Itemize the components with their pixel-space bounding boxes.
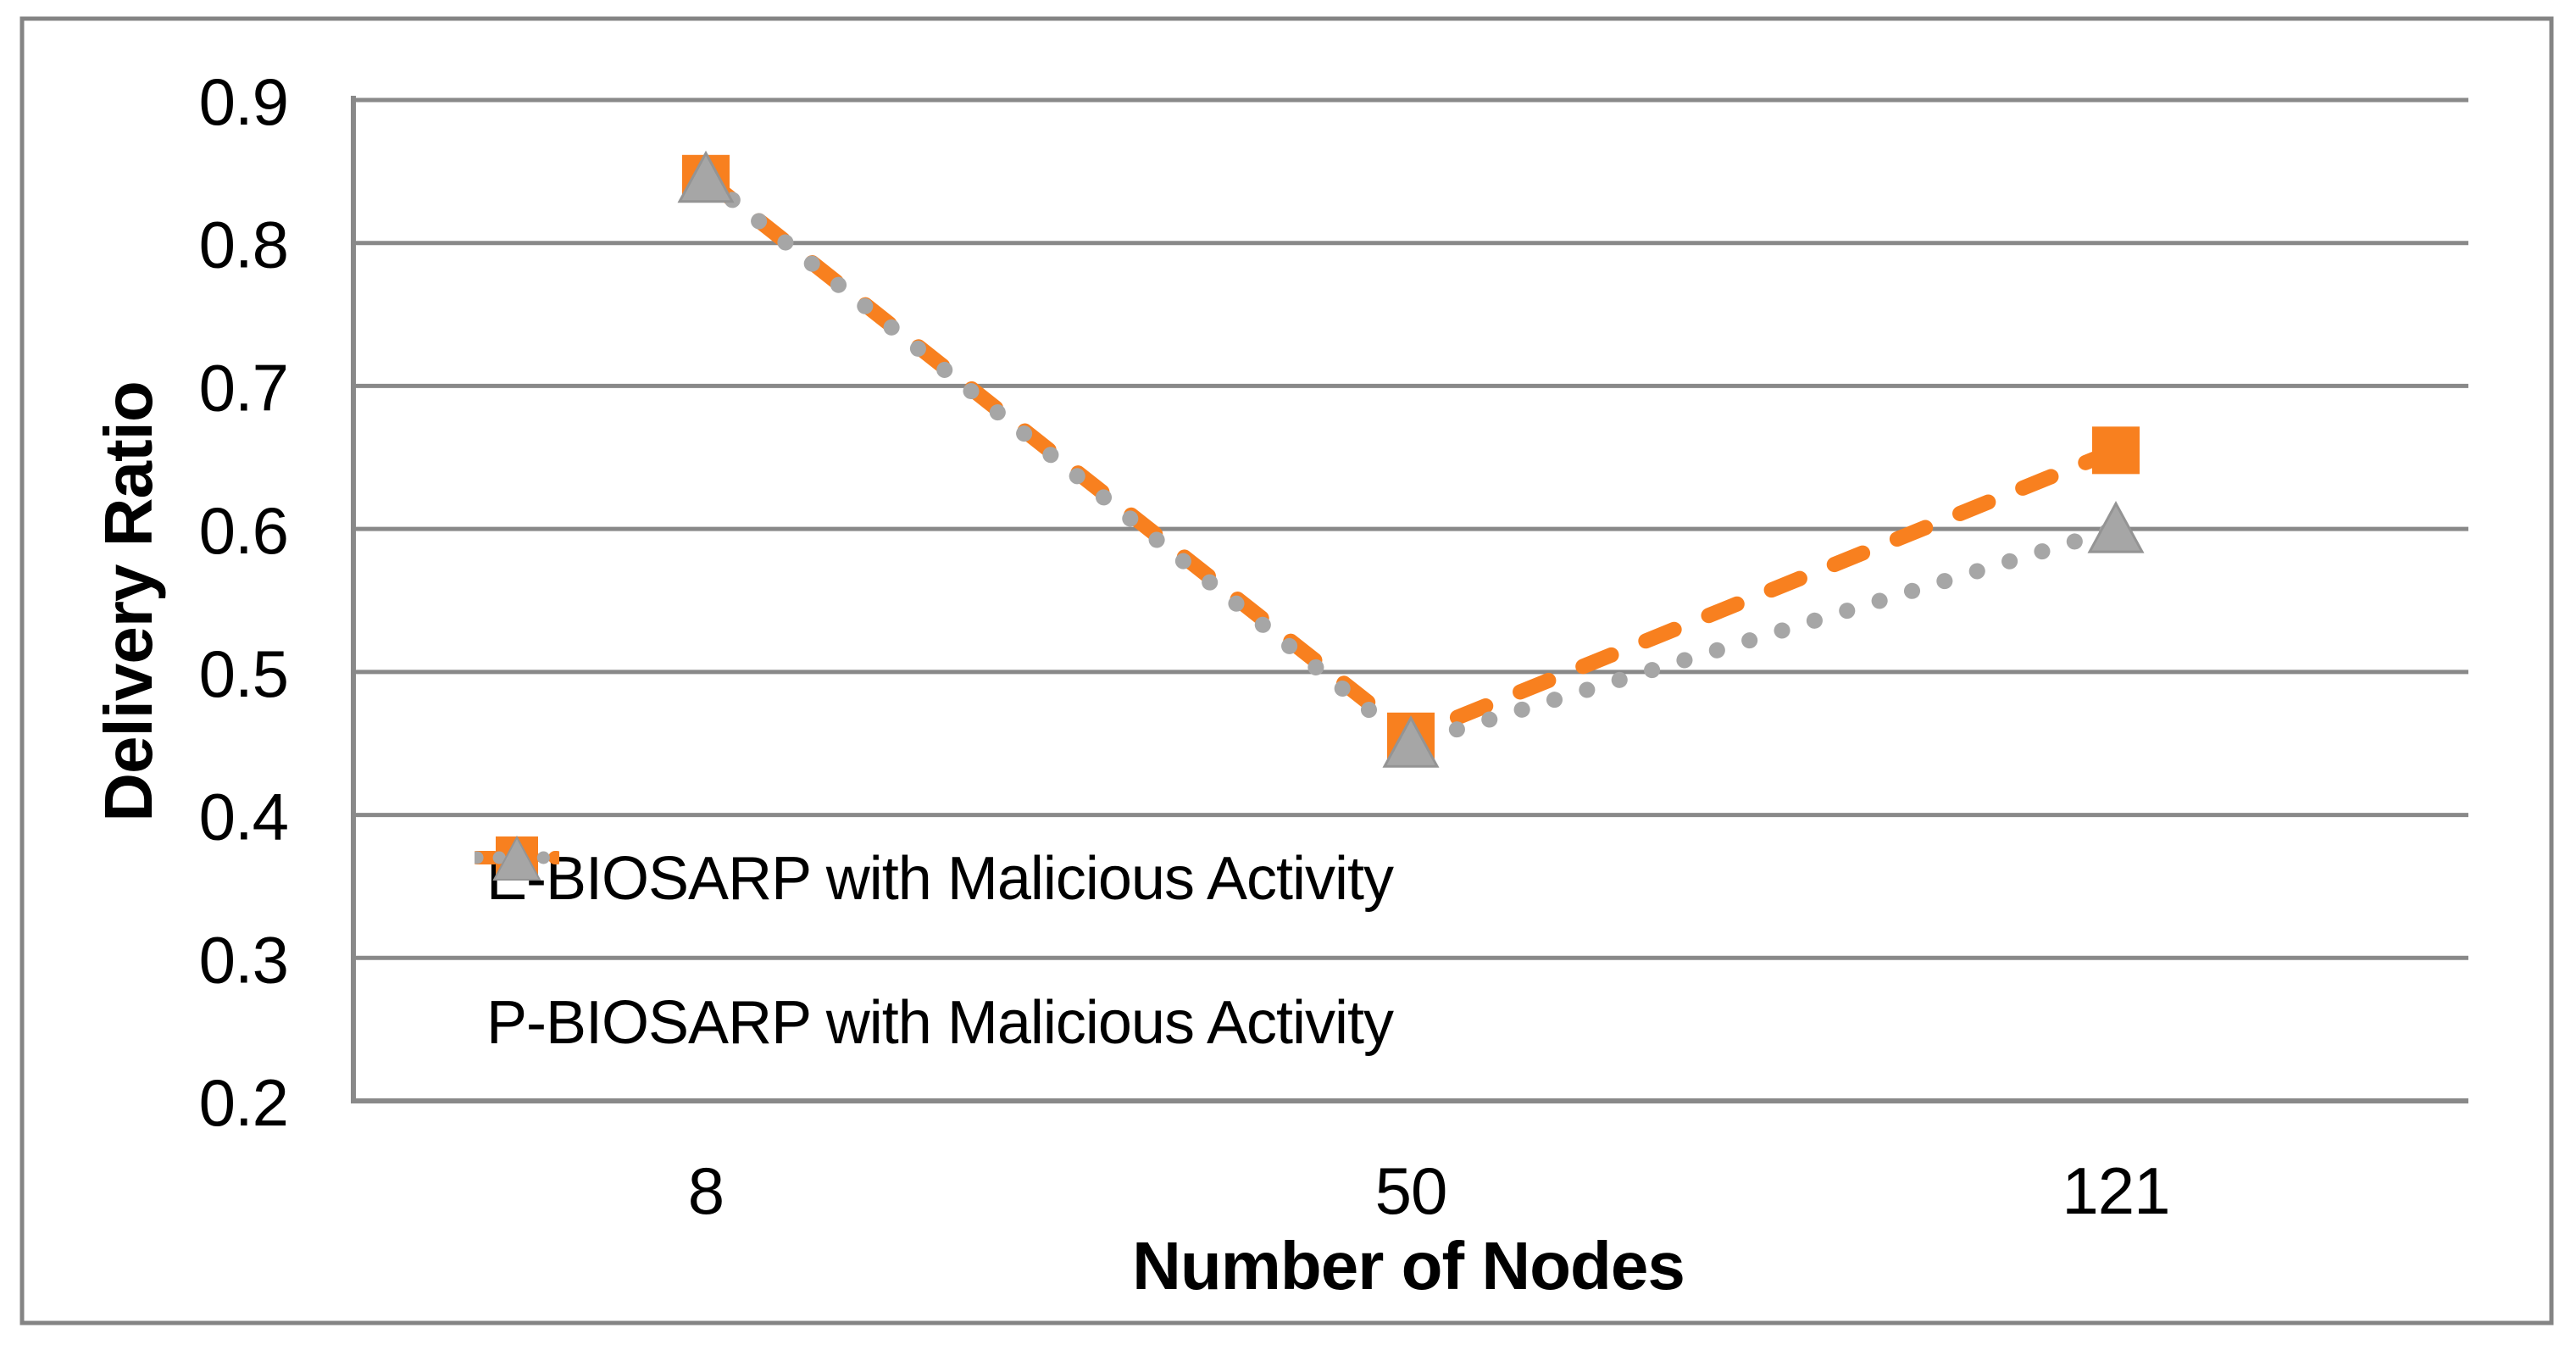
- y-tick-label: 0.4: [199, 780, 288, 854]
- legend-item-e-biosarp: E-BIOSARP with Malicious Activity: [475, 831, 1394, 927]
- legend: E-BIOSARP with Malicious Activity P-BIOS…: [475, 831, 1394, 1071]
- y-tick-label: 0.8: [199, 208, 288, 282]
- x-tick-label: 121: [2062, 1153, 2169, 1228]
- y-tick-label: 0.9: [199, 64, 288, 139]
- marker-square: [2092, 426, 2140, 475]
- x-tick-label: 8: [688, 1153, 724, 1228]
- series-line-p-biosarp: [697, 170, 2124, 752]
- y-tick-label: 0.2: [199, 1065, 288, 1140]
- legend-label-e-biosarp: E-BIOSARP with Malicious Activity: [486, 845, 1394, 913]
- marker-triangle: [1382, 715, 1440, 768]
- marker-triangle: [677, 150, 735, 203]
- x-tick-label: 50: [1375, 1153, 1447, 1228]
- figure-border: [19, 16, 2554, 1325]
- y-axis-title: Delivery Ratio: [91, 381, 166, 822]
- x-axis-title: Number of Nodes: [1132, 1228, 1685, 1303]
- y-tick-label: 0.7: [199, 350, 288, 425]
- y-tick-label: 0.3: [199, 922, 288, 997]
- marker-triangle: [2087, 501, 2145, 553]
- legend-label-p-biosarp: P-BIOSARP with Malicious Activity: [486, 989, 1394, 1057]
- y-tick-label: 0.6: [199, 493, 288, 568]
- y-tick-label: 0.5: [199, 636, 288, 711]
- legend-item-p-biosarp: P-BIOSARP with Malicious Activity: [475, 835, 1394, 1071]
- series-line-e-biosarp: [698, 170, 2124, 744]
- legend-marker-triangle: [492, 835, 541, 881]
- legend-sample-gray-dotted-triangle-icon: [475, 835, 559, 881]
